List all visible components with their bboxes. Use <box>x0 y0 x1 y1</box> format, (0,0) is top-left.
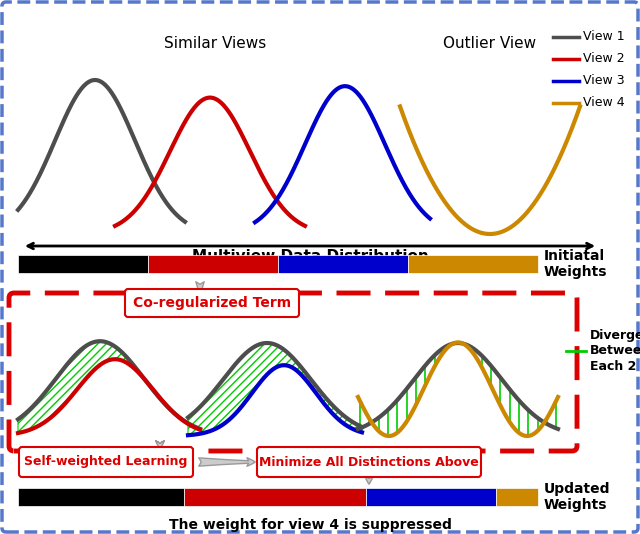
Text: Minimize All Distinctions Above: Minimize All Distinctions Above <box>259 456 479 468</box>
Bar <box>184 488 366 506</box>
Bar <box>18 488 184 506</box>
Text: The weight for view 4 is suppressed: The weight for view 4 is suppressed <box>168 518 451 532</box>
Text: Similar Views: Similar Views <box>164 36 266 51</box>
Bar <box>366 488 497 506</box>
Text: Outlier View: Outlier View <box>444 36 536 51</box>
Text: Updated
Weights: Updated Weights <box>544 482 611 512</box>
Text: View 3: View 3 <box>583 75 625 88</box>
Text: Initiatal
Weights: Initiatal Weights <box>544 249 607 279</box>
Text: Multiview Data Distribution: Multiview Data Distribution <box>191 249 428 264</box>
Bar <box>408 255 538 273</box>
Text: Divergence
Between
Each 2 Views: Divergence Between Each 2 Views <box>590 329 640 373</box>
Bar <box>497 488 538 506</box>
Text: Co-regularized Term: Co-regularized Term <box>133 296 291 310</box>
Text: Self-weighted Learning: Self-weighted Learning <box>24 456 188 468</box>
Text: View 4: View 4 <box>583 97 625 109</box>
Bar <box>148 255 278 273</box>
FancyBboxPatch shape <box>125 289 299 317</box>
Text: View 1: View 1 <box>583 30 625 43</box>
FancyBboxPatch shape <box>257 447 481 477</box>
FancyBboxPatch shape <box>19 447 193 477</box>
Bar <box>18 255 148 273</box>
Text: View 2: View 2 <box>583 52 625 66</box>
FancyBboxPatch shape <box>9 293 577 451</box>
Bar <box>278 255 408 273</box>
